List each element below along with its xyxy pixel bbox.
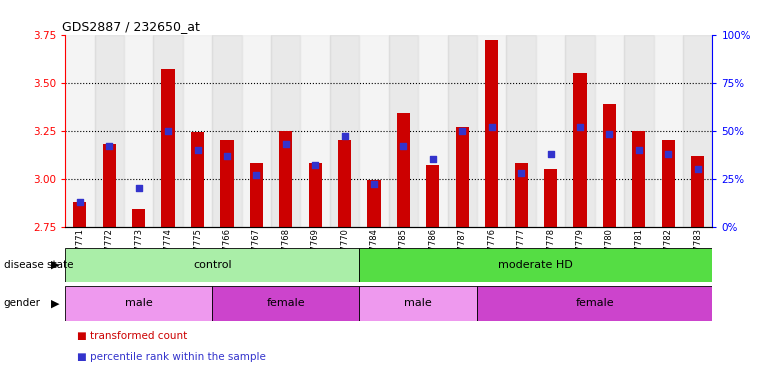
Point bbox=[633, 147, 645, 153]
Point bbox=[221, 152, 233, 159]
Point bbox=[545, 151, 557, 157]
Point bbox=[427, 156, 439, 162]
Bar bbox=[485, 40, 499, 227]
Text: GDS2887 / 232650_at: GDS2887 / 232650_at bbox=[62, 20, 200, 33]
Bar bbox=[456, 127, 469, 227]
Point bbox=[250, 172, 263, 178]
Bar bbox=[565, 35, 594, 227]
Bar bbox=[300, 35, 330, 227]
Bar bbox=[359, 35, 389, 227]
Point bbox=[574, 124, 586, 130]
Bar bbox=[662, 140, 675, 227]
Point bbox=[339, 133, 351, 139]
Text: ■ percentile rank within the sample: ■ percentile rank within the sample bbox=[77, 352, 266, 362]
Text: gender: gender bbox=[4, 298, 41, 308]
Bar bbox=[65, 286, 212, 321]
Bar bbox=[183, 35, 212, 227]
Text: control: control bbox=[193, 260, 231, 270]
Point bbox=[457, 127, 469, 134]
Bar bbox=[74, 202, 87, 227]
Point bbox=[398, 143, 410, 149]
Bar bbox=[103, 144, 116, 227]
Bar bbox=[94, 35, 124, 227]
Bar bbox=[515, 163, 528, 227]
Bar bbox=[65, 248, 359, 282]
Point bbox=[192, 147, 204, 153]
Bar bbox=[153, 35, 183, 227]
Bar bbox=[241, 35, 271, 227]
Bar bbox=[536, 35, 565, 227]
Point bbox=[604, 131, 616, 137]
Bar bbox=[368, 180, 381, 227]
Text: ▶: ▶ bbox=[51, 260, 60, 270]
Point bbox=[486, 124, 498, 130]
Bar bbox=[359, 286, 477, 321]
Bar bbox=[389, 35, 418, 227]
Point bbox=[515, 170, 527, 176]
Bar bbox=[477, 35, 506, 227]
Bar bbox=[250, 163, 263, 227]
Bar bbox=[330, 35, 359, 227]
Text: male: male bbox=[125, 298, 152, 308]
Bar bbox=[191, 132, 204, 227]
Text: moderate HD: moderate HD bbox=[499, 260, 573, 270]
Bar bbox=[594, 35, 624, 227]
Bar bbox=[271, 35, 300, 227]
Bar bbox=[544, 169, 557, 227]
Text: disease state: disease state bbox=[4, 260, 74, 270]
Point bbox=[74, 199, 86, 205]
Text: female: female bbox=[575, 298, 614, 308]
Bar bbox=[418, 35, 447, 227]
Bar bbox=[65, 35, 94, 227]
Text: ■ transformed count: ■ transformed count bbox=[77, 331, 187, 341]
Bar bbox=[632, 131, 646, 227]
Bar bbox=[574, 73, 587, 227]
Bar bbox=[359, 248, 712, 282]
Point bbox=[692, 166, 704, 172]
Point bbox=[162, 127, 174, 134]
Point bbox=[280, 141, 292, 147]
Bar bbox=[279, 131, 293, 227]
Text: ▶: ▶ bbox=[51, 298, 60, 308]
Bar bbox=[477, 286, 712, 321]
Bar bbox=[624, 35, 653, 227]
Bar bbox=[691, 156, 704, 227]
Point bbox=[368, 181, 380, 187]
Bar bbox=[212, 286, 359, 321]
Bar bbox=[221, 140, 234, 227]
Bar bbox=[447, 35, 477, 227]
Text: female: female bbox=[267, 298, 305, 308]
Bar bbox=[653, 35, 683, 227]
Bar bbox=[603, 104, 616, 227]
Bar bbox=[683, 35, 712, 227]
Text: male: male bbox=[404, 298, 432, 308]
Bar bbox=[338, 140, 352, 227]
Point bbox=[662, 151, 674, 157]
Bar bbox=[162, 69, 175, 227]
Bar bbox=[212, 35, 241, 227]
Bar bbox=[426, 165, 440, 227]
Bar bbox=[309, 163, 322, 227]
Point bbox=[133, 185, 145, 191]
Bar bbox=[397, 113, 410, 227]
Bar bbox=[506, 35, 536, 227]
Bar bbox=[124, 35, 153, 227]
Point bbox=[309, 162, 321, 168]
Point bbox=[103, 143, 116, 149]
Bar bbox=[132, 209, 146, 227]
